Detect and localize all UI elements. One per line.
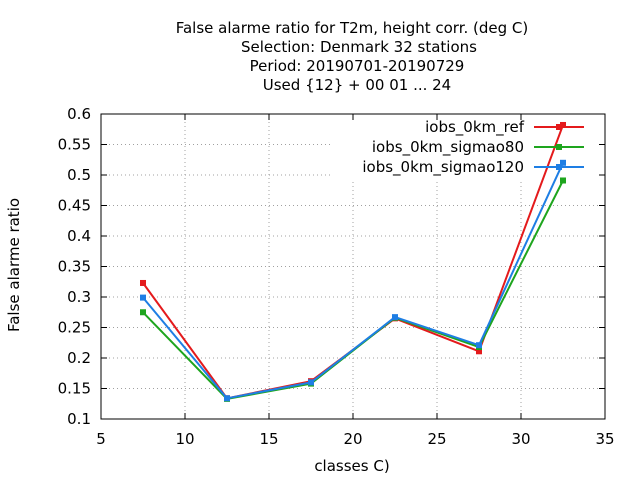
y-tick-label: 0.6 <box>67 105 91 123</box>
data-point <box>140 279 146 286</box>
tick-labels: 0.1 0.15 0.2 0.25 0.3 0.35 0.4 0.45 0.5 0.55 0.6 5 1… <box>58 105 615 448</box>
x-tick-label: 5 <box>96 430 106 448</box>
chart-title-line-4: Used {12} + 00 01 ... 24 <box>263 76 451 94</box>
x-tick-label: 10 <box>175 430 194 448</box>
grid-lines <box>101 114 605 419</box>
data-point <box>140 294 146 301</box>
data-point <box>476 342 482 349</box>
legend-entry: iobs_0km_sigmao120 <box>362 158 584 177</box>
data-point <box>224 395 230 402</box>
x-axis-label: classes C) <box>314 457 389 475</box>
legend-label: iobs_0km_ref <box>425 118 525 137</box>
legend-marker <box>556 144 562 150</box>
x-tick-label: 25 <box>427 430 446 448</box>
data-point <box>308 379 314 386</box>
y-axis-label: False alarme ratio <box>5 198 23 332</box>
data-point <box>140 309 146 316</box>
data-point <box>476 348 482 355</box>
legend-marker <box>556 164 562 170</box>
legend: iobs_0km_refiobs_0km_sigmao80iobs_0km_si… <box>362 118 584 177</box>
y-tick-label: 0.3 <box>67 288 91 306</box>
y-tick-label: 0.1 <box>67 410 91 428</box>
chart-title-line-2: Selection: Denmark 32 stations <box>241 38 477 56</box>
x-tick-label: 20 <box>343 430 362 448</box>
data-point <box>560 159 566 166</box>
legend-entry: iobs_0km_ref <box>425 118 584 137</box>
legend-label: iobs_0km_sigmao120 <box>362 158 524 177</box>
y-tick-label: 0.25 <box>58 319 91 337</box>
x-tick-label: 35 <box>595 430 614 448</box>
data-point <box>560 177 566 184</box>
data-point <box>392 314 398 321</box>
chart-title-line-3: Period: 20190701-20190729 <box>250 57 465 75</box>
y-tick-label: 0.5 <box>67 166 91 184</box>
chart-title: False alarme ratio for T2m, height corr.… <box>176 19 529 94</box>
y-tick-label: 0.45 <box>58 197 91 215</box>
axes <box>100 113 606 420</box>
y-tick-label: 0.2 <box>67 349 91 367</box>
y-tick-label: 0.4 <box>67 227 91 245</box>
data-series <box>140 121 566 402</box>
series-iobs_0km_sigmao120 <box>140 159 566 402</box>
x-tick-label: 15 <box>259 430 278 448</box>
y-tick-label: 0.35 <box>58 258 91 276</box>
x-tick-label: 30 <box>511 430 530 448</box>
y-tick-label: 0.15 <box>58 380 91 398</box>
legend-marker <box>556 124 562 130</box>
y-tick-label: 0.55 <box>58 136 91 154</box>
legend-entry: iobs_0km_sigmao80 <box>372 138 584 157</box>
data-point <box>560 121 566 128</box>
series-line <box>142 162 564 400</box>
chart-title-line-1: False alarme ratio for T2m, height corr.… <box>176 19 529 37</box>
legend-label: iobs_0km_sigmao80 <box>372 138 524 157</box>
